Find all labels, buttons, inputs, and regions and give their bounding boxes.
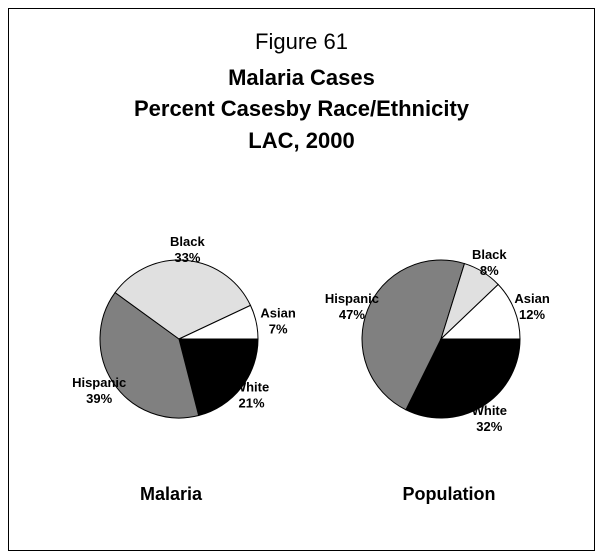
slice-value-white: 32% [476, 419, 502, 434]
slice-value-asian: 7% [269, 322, 288, 337]
pie-slice-hispanic [99, 291, 200, 419]
title-line-2: Percent Casesby Race/Ethnicity [133, 96, 470, 121]
slice-label-black: Black [170, 234, 205, 249]
slice-label-asian: Asian [260, 306, 295, 321]
figure-label: Figure 61 [255, 29, 348, 54]
slice-label-white: White [234, 380, 269, 395]
slice-value-hispanic: 39% [86, 391, 112, 406]
figure-frame: Figure 61 Malaria Cases Percent Casesby … [8, 8, 595, 551]
slice-value-black: 33% [174, 250, 200, 265]
slice-label-asian: Asian [514, 291, 549, 306]
chart-title-malaria: Malaria [140, 484, 203, 504]
slice-label-white: White [472, 403, 507, 418]
slice-value-asian: 12% [519, 307, 545, 322]
pie-slice-asian [178, 304, 259, 340]
slice-label-hispanic: Hispanic [325, 291, 379, 306]
slice-value-hispanic: 47% [339, 307, 365, 322]
slice-value-black: 8% [480, 263, 499, 278]
pie-slice-black [114, 259, 252, 340]
chart-title-population: Population [403, 484, 496, 504]
title-line-3: LAC, 2000 [248, 128, 355, 153]
pie-slice-hispanic [361, 259, 466, 411]
pie-slice-white [178, 338, 259, 417]
slice-label-hispanic: Hispanic [72, 375, 126, 390]
slice-value-white: 21% [239, 396, 265, 411]
pie-slice-asian [439, 283, 521, 340]
pie-slice-white [405, 338, 521, 419]
slice-label-black: Black [472, 247, 507, 262]
title-line-1: Malaria Cases [228, 65, 375, 90]
